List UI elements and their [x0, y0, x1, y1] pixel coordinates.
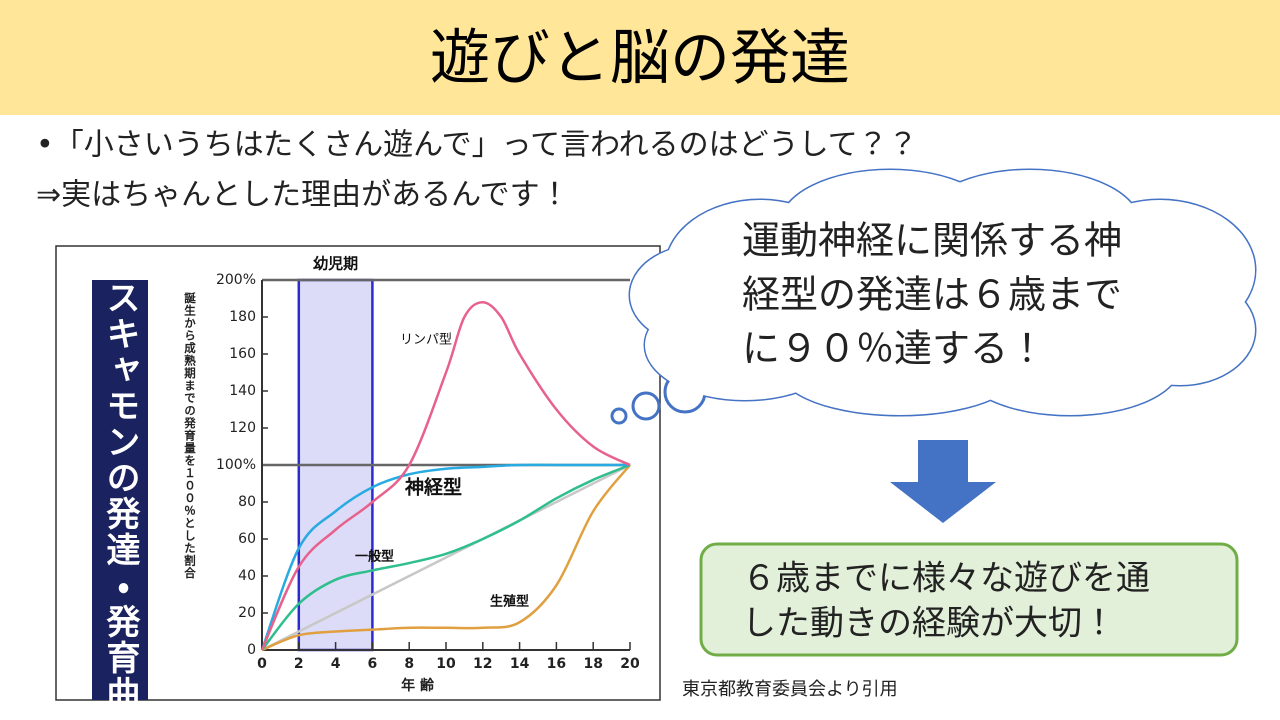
- bullet-line: •「小さいうちはたくさん遊んで」って言われるのはどうして？？: [36, 128, 918, 163]
- x-tick-label: 2: [294, 656, 304, 672]
- y-tick-label: 180: [229, 309, 256, 325]
- y-tick-label: 200%: [216, 272, 256, 288]
- y-tick-label: 100%: [216, 457, 256, 473]
- thought-cloud: [610, 168, 1257, 425]
- down-arrow: [890, 440, 996, 523]
- y-tick-label: 160: [229, 346, 256, 362]
- x-tick-label: 8: [404, 656, 414, 672]
- y-tick-label: 0: [247, 642, 256, 658]
- x-tick-label: 20: [620, 656, 640, 672]
- series-line: [261, 464, 631, 652]
- series-line: [261, 463, 631, 651]
- highlight-label: 幼児期: [313, 255, 358, 273]
- header-band: [0, 0, 1280, 115]
- y-tick-label: 80: [238, 494, 256, 510]
- y-tick-label: 140: [229, 383, 256, 399]
- x-tick-label: 6: [368, 656, 378, 672]
- x-axis-label: 年 齢: [401, 677, 435, 694]
- x-tick-label: 14: [510, 656, 530, 672]
- series-line: [260, 300, 631, 651]
- series-label: 生殖型: [490, 594, 529, 610]
- series-label: リンパ型: [400, 333, 452, 348]
- y-tick-label: 20: [238, 605, 256, 621]
- y-axis-label: 誕生から成熟期までの発育量を１００％とした割合: [183, 292, 197, 580]
- slide-title: 遊びと脳の発達: [430, 24, 850, 94]
- y-tick-label: 120: [229, 420, 256, 436]
- y-tick-label: 40: [238, 568, 256, 584]
- citation: 東京都教育委員会より引用: [682, 679, 898, 700]
- x-tick-label: 12: [473, 656, 492, 672]
- conclusion-text: ６歳までに様々な遊びを通: [742, 559, 1150, 599]
- x-tick-label: 18: [583, 656, 602, 672]
- x-tick-label: 10: [436, 656, 456, 672]
- bullet-line: ⇒実はちゃんとした理由があるんです！: [36, 178, 570, 213]
- series-label: 神経型: [404, 476, 462, 499]
- cloud-text: 運動神経に関係する神: [742, 219, 1122, 263]
- y-tick-label: 60: [238, 531, 256, 547]
- cloud-text: に９０％達する！: [742, 327, 1046, 371]
- series-line: [261, 463, 631, 652]
- x-tick-label: 4: [331, 656, 341, 672]
- conclusion-box: [699, 542, 1239, 657]
- chart-title: スキャモンの発達・発育曲線: [92, 280, 148, 720]
- series-line: [260, 463, 630, 651]
- series-label: 一般型: [355, 549, 394, 565]
- cloud-text: 経型の発達は６歳まで: [742, 273, 1122, 317]
- x-tick-label: 16: [547, 656, 566, 672]
- x-tick-label: 0: [257, 656, 267, 672]
- conclusion-text: した動きの経験が大切！: [742, 604, 1116, 644]
